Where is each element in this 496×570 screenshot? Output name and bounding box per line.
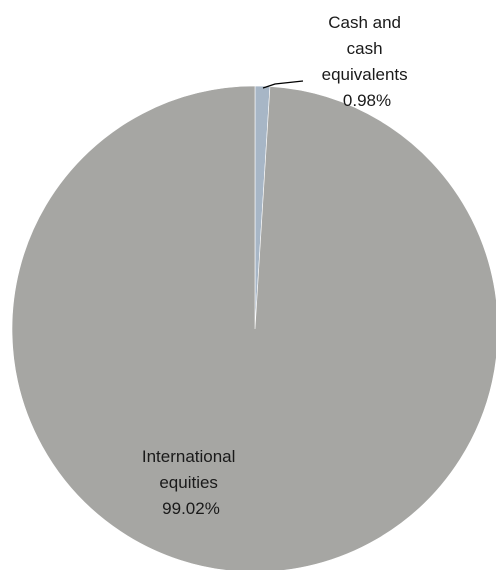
value-label-intl: 99.02% [162, 499, 220, 518]
value-label-cash: 0.98% [343, 91, 391, 110]
label-cash-line2: cash [347, 39, 383, 58]
slice-international-equities [11, 85, 496, 570]
label-cash: Cash and cash equivalents 0.98% [322, 13, 413, 110]
pie-slices [11, 85, 496, 570]
label-cash-line1: Cash and [328, 13, 401, 32]
label-cash-line3: equivalents [322, 65, 408, 84]
label-intl-line2: equities [159, 473, 218, 492]
label-intl-line1: International [142, 447, 236, 466]
leader-line-cash [262, 80, 304, 89]
label-international-equities: International equities 99.02% [142, 447, 240, 518]
